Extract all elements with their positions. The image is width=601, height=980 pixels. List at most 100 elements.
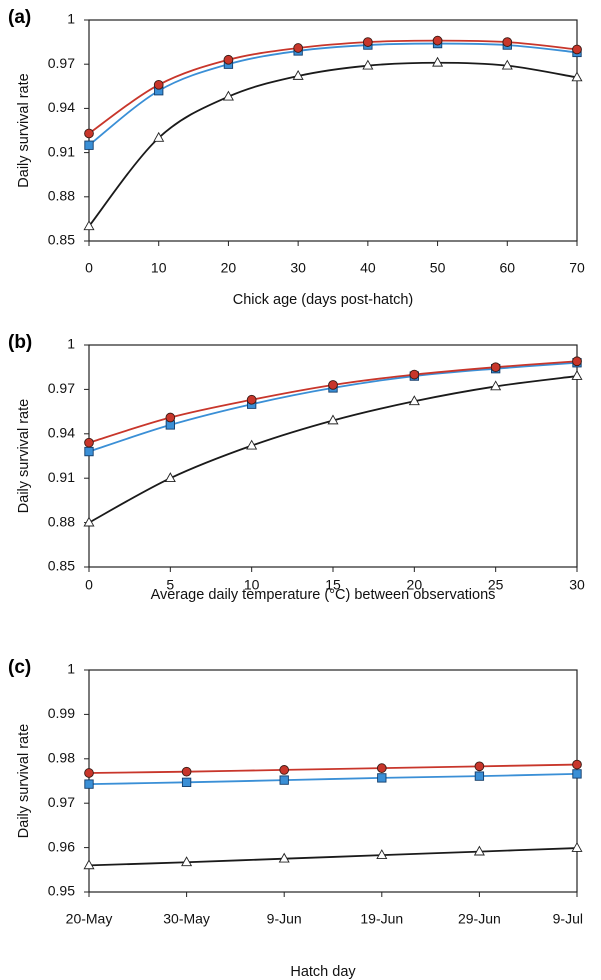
x-axis-label: Chick age (days post-hatch) <box>233 292 414 308</box>
y-tick-label: 0.97 <box>48 794 75 810</box>
panel-label: (a) <box>8 7 31 28</box>
y-tick-label: 0.97 <box>48 55 75 71</box>
x-tick-label: 30-May <box>163 911 210 927</box>
data-point-triangle <box>327 414 339 425</box>
series-line-triangle <box>88 847 578 867</box>
data-point-circle <box>84 128 94 139</box>
data-point-circle <box>572 759 582 770</box>
data-point-triangle <box>432 56 444 67</box>
x-tick-label: 9-Jul <box>553 911 583 927</box>
series-line-square <box>88 773 578 786</box>
x-tick-label: 25 <box>488 577 504 593</box>
data-point-triangle <box>164 472 176 483</box>
data-point-circle <box>328 380 338 390</box>
y-tick-label: 1 <box>67 11 75 27</box>
data-point-triangle <box>362 59 374 70</box>
data-point-triangle <box>222 90 234 101</box>
data-point-circle <box>490 362 501 373</box>
y-axis-label: Daily survival rate <box>16 399 32 513</box>
y-tick-label: 0.85 <box>48 558 75 574</box>
panel-label: (b) <box>8 332 32 353</box>
data-point-circle <box>84 437 94 448</box>
data-point-circle <box>363 37 373 47</box>
y-tick-label: 0.94 <box>48 425 75 441</box>
series-line-circle <box>88 763 578 774</box>
y-axis-label: Daily survival rate <box>16 724 32 838</box>
y-tick-label: 1 <box>67 661 75 677</box>
chart-panel-3: (c) 0.95 0.96 0.97 0.98 0.99 1 20-May 30-May 9-Ju… <box>8 657 583 980</box>
data-point-circle <box>376 763 387 773</box>
y-axis-label: Daily survival rate <box>16 73 32 187</box>
data-point-circle <box>84 768 94 778</box>
x-tick-label: 5 <box>166 577 174 593</box>
data-point-circle <box>502 37 513 47</box>
data-point-square <box>84 779 94 789</box>
x-tick-label: 60 <box>499 260 515 276</box>
y-tick-label: 0.96 <box>48 838 75 854</box>
y-tick-label: 0.85 <box>48 232 75 248</box>
x-tick-label: 9-Jun <box>267 911 302 927</box>
y-tick-label: 0.88 <box>48 513 75 529</box>
data-point-triangle <box>292 69 304 80</box>
x-tick-label: 40 <box>360 260 376 276</box>
y-tick-label: 0.97 <box>48 380 75 396</box>
y-tick-label: 0.91 <box>48 469 75 485</box>
data-point-triangle <box>246 439 258 450</box>
data-point-triangle <box>278 852 290 863</box>
x-tick-label: 20 <box>407 577 423 593</box>
x-tick-label: 0 <box>85 260 93 276</box>
data-point-square <box>279 775 289 785</box>
x-tick-label: 10 <box>244 577 260 593</box>
data-point-triangle <box>153 131 165 142</box>
plot-area <box>88 344 578 568</box>
data-point-circle <box>246 394 257 405</box>
data-point-circle <box>165 412 176 423</box>
x-tick-label: 20 <box>221 260 237 276</box>
data-point-triangle <box>473 845 485 856</box>
data-point-square <box>84 140 94 150</box>
y-tick-label: 1 <box>67 336 75 352</box>
x-tick-label: 29-Jun <box>458 911 501 927</box>
data-point-triangle <box>571 370 583 380</box>
data-point-circle <box>223 54 234 65</box>
data-point-triangle <box>83 220 95 231</box>
data-point-triangle <box>571 71 583 82</box>
plot-area <box>88 19 578 242</box>
data-point-square <box>572 769 582 779</box>
data-point-square <box>474 771 485 781</box>
x-tick-label: 70 <box>569 260 585 276</box>
x-tick-label: 30 <box>290 260 306 276</box>
data-point-circle <box>181 766 192 777</box>
data-point-circle <box>572 356 582 367</box>
data-point-circle <box>409 369 420 380</box>
x-tick-label: 50 <box>430 260 446 276</box>
y-tick-label: 0.99 <box>48 705 75 721</box>
x-tick-label: 20-May <box>66 911 113 927</box>
data-point-triangle <box>408 395 420 406</box>
data-point-square <box>181 777 192 787</box>
y-tick-label: 0.91 <box>48 143 75 159</box>
data-point-circle <box>572 44 582 55</box>
y-tick-label: 0.95 <box>48 883 75 899</box>
data-point-circle <box>279 765 290 775</box>
x-tick-label: 10 <box>151 260 167 276</box>
x-tick-label: 19-Jun <box>360 911 403 927</box>
x-axis-label: Hatch day <box>290 964 356 980</box>
y-tick-label: 0.98 <box>48 750 75 766</box>
data-point-triangle <box>501 59 513 70</box>
data-point-circle <box>432 35 443 46</box>
panel-label: (c) <box>8 657 31 678</box>
x-tick-label: 15 <box>325 577 341 593</box>
series-line-triangle <box>88 375 578 524</box>
x-tick-label: 0 <box>85 577 93 593</box>
series-line-square <box>88 361 578 453</box>
y-tick-label: 0.94 <box>48 99 75 115</box>
data-point-square <box>84 446 94 457</box>
data-point-triangle <box>83 516 95 527</box>
data-point-triangle <box>376 849 388 859</box>
x-axis-label: Average daily temperature (°C) between o… <box>151 587 496 603</box>
y-tick-label: 0.88 <box>48 188 75 204</box>
